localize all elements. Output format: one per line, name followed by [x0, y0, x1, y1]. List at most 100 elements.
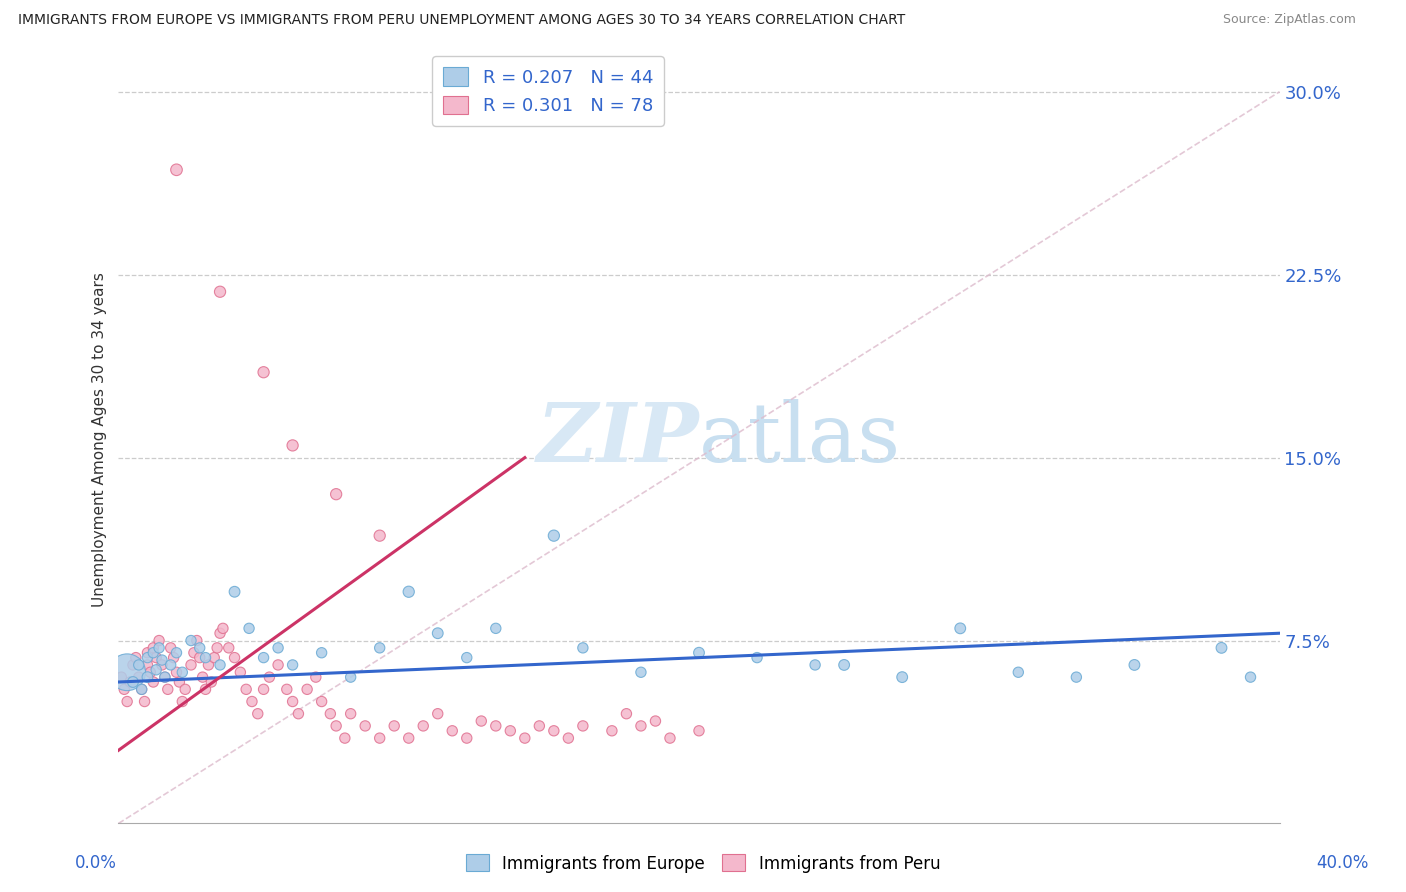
- Point: [259, 670, 281, 684]
- Point: [311, 694, 333, 708]
- Point: [166, 162, 188, 177]
- Point: [398, 584, 420, 599]
- Point: [456, 731, 478, 745]
- Point: [804, 657, 827, 672]
- Point: [485, 621, 508, 635]
- Point: [134, 694, 156, 708]
- Text: atlas: atlas: [699, 400, 901, 479]
- Point: [131, 682, 153, 697]
- Text: 40.0%: 40.0%: [1316, 855, 1369, 872]
- Point: [208, 657, 231, 672]
- Point: [153, 670, 176, 684]
- Point: [125, 650, 148, 665]
- Point: [398, 731, 420, 745]
- Point: [188, 640, 211, 655]
- Point: [368, 731, 391, 745]
- Point: [1211, 640, 1233, 655]
- Point: [208, 285, 231, 299]
- Point: [148, 640, 170, 655]
- Point: [156, 682, 179, 697]
- Point: [600, 723, 623, 738]
- Point: [145, 650, 167, 665]
- Point: [172, 694, 194, 708]
- Point: [287, 706, 309, 721]
- Point: [382, 719, 405, 733]
- Point: [688, 646, 710, 660]
- Text: Source: ZipAtlas.com: Source: ZipAtlas.com: [1223, 13, 1357, 27]
- Point: [246, 706, 269, 721]
- Point: [616, 706, 638, 721]
- Legend: Immigrants from Europe, Immigrants from Peru: Immigrants from Europe, Immigrants from …: [460, 847, 946, 880]
- Point: [128, 657, 150, 672]
- Point: [112, 682, 135, 697]
- Point: [148, 633, 170, 648]
- Point: [122, 675, 145, 690]
- Y-axis label: Unemployment Among Ages 30 to 34 years: Unemployment Among Ages 30 to 34 years: [93, 272, 107, 607]
- Point: [891, 670, 914, 684]
- Point: [142, 675, 165, 690]
- Point: [832, 657, 855, 672]
- Point: [339, 670, 361, 684]
- Point: [202, 650, 225, 665]
- Point: [252, 365, 274, 379]
- Point: [180, 633, 202, 648]
- Point: [159, 640, 181, 655]
- Point: [162, 650, 184, 665]
- Point: [218, 640, 240, 655]
- Point: [186, 633, 208, 648]
- Point: [1123, 657, 1146, 672]
- Point: [145, 663, 167, 677]
- Point: [1239, 670, 1261, 684]
- Point: [499, 723, 522, 738]
- Point: [252, 682, 274, 697]
- Point: [543, 529, 565, 543]
- Point: [325, 719, 347, 733]
- Point: [529, 719, 551, 733]
- Point: [224, 584, 246, 599]
- Point: [319, 706, 342, 721]
- Text: ZIP: ZIP: [536, 400, 699, 479]
- Point: [368, 640, 391, 655]
- Point: [630, 719, 652, 733]
- Point: [305, 670, 328, 684]
- Text: IMMIGRANTS FROM EUROPE VS IMMIGRANTS FROM PERU UNEMPLOYMENT AMONG AGES 30 TO 34 : IMMIGRANTS FROM EUROPE VS IMMIGRANTS FRO…: [18, 13, 905, 28]
- Point: [205, 640, 228, 655]
- Point: [188, 650, 211, 665]
- Point: [441, 723, 464, 738]
- Point: [456, 650, 478, 665]
- Point: [115, 665, 138, 680]
- Point: [159, 657, 181, 672]
- Point: [485, 719, 508, 733]
- Point: [557, 731, 579, 745]
- Point: [194, 682, 217, 697]
- Point: [333, 731, 356, 745]
- Point: [688, 723, 710, 738]
- Point: [136, 650, 159, 665]
- Point: [110, 670, 132, 684]
- Point: [194, 650, 217, 665]
- Point: [169, 675, 191, 690]
- Point: [128, 670, 150, 684]
- Point: [281, 694, 304, 708]
- Point: [295, 682, 318, 697]
- Point: [235, 682, 257, 697]
- Point: [180, 657, 202, 672]
- Point: [426, 626, 449, 640]
- Point: [139, 665, 162, 680]
- Point: [224, 650, 246, 665]
- Point: [325, 487, 347, 501]
- Point: [368, 529, 391, 543]
- Point: [1066, 670, 1088, 684]
- Point: [153, 670, 176, 684]
- Point: [426, 706, 449, 721]
- Point: [572, 640, 595, 655]
- Point: [339, 706, 361, 721]
- Point: [183, 646, 205, 660]
- Point: [240, 694, 263, 708]
- Point: [200, 675, 222, 690]
- Point: [745, 650, 768, 665]
- Point: [630, 665, 652, 680]
- Point: [174, 682, 197, 697]
- Legend: R = 0.207   N = 44, R = 0.301   N = 78: R = 0.207 N = 44, R = 0.301 N = 78: [432, 56, 664, 126]
- Point: [136, 657, 159, 672]
